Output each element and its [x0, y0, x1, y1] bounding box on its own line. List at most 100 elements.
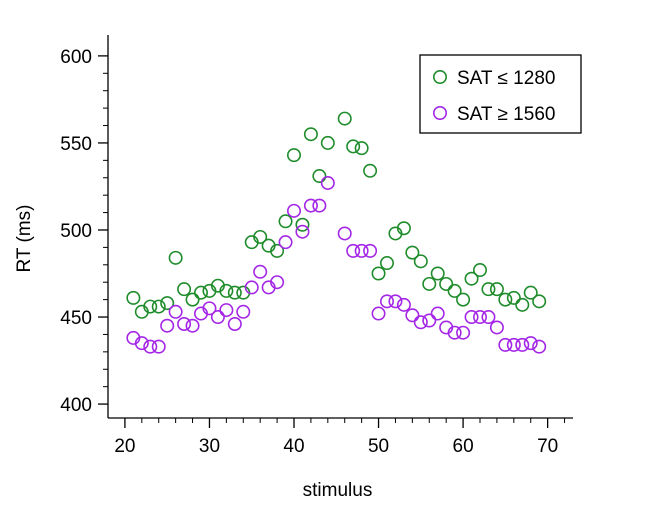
data-point: [396, 297, 411, 312]
legend-label: SAT ≤ 1280: [457, 68, 555, 89]
data-point: [177, 282, 192, 297]
data-point: [219, 283, 234, 298]
data-point: [253, 264, 268, 279]
data-point: [456, 292, 471, 307]
data-point: [489, 282, 504, 297]
data-point: [337, 226, 352, 241]
data-point: [506, 290, 521, 305]
data-point: [134, 336, 149, 351]
data-point: [472, 263, 487, 278]
data-point: [202, 301, 217, 316]
data-point: [236, 304, 251, 319]
series-sat-le-1280: [126, 111, 547, 319]
data-point: [194, 285, 209, 300]
data-point: [388, 294, 403, 309]
legend: SAT ≤ 1280 SAT ≥ 1560: [419, 54, 582, 134]
data-point: [270, 275, 285, 290]
legend-label: SAT ≥ 1560: [457, 104, 555, 125]
data-point: [185, 292, 200, 307]
data-point: [363, 163, 378, 178]
data-point: [253, 229, 268, 244]
data-point: [422, 276, 437, 291]
data-point: [227, 316, 242, 331]
data-point: [515, 297, 530, 312]
data-point: [379, 256, 394, 271]
data-point: [371, 306, 386, 321]
data-point: [168, 250, 183, 265]
data-point: [303, 198, 318, 213]
data-point: [219, 303, 234, 318]
data-point: [151, 299, 166, 314]
data-point: [160, 296, 175, 311]
data-point: [523, 336, 538, 351]
x-tick-label: 40: [283, 436, 304, 457]
data-point: [413, 315, 428, 330]
data-point: [312, 169, 327, 184]
data-point: [481, 310, 496, 325]
data-point: [337, 111, 352, 126]
y-axis-title: RT (ms): [14, 205, 35, 273]
data-point: [422, 313, 437, 328]
data-point: [278, 214, 293, 229]
data-point: [498, 337, 513, 352]
data-point: [523, 285, 538, 300]
data-point: [295, 217, 310, 232]
data-point: [346, 243, 361, 258]
x-axis-title: stimulus: [303, 480, 373, 501]
data-point: [286, 148, 301, 163]
data-point: [168, 304, 183, 319]
data-point: [371, 266, 386, 281]
data-point: [151, 339, 166, 354]
legend-marker: [432, 70, 447, 85]
data-point: [447, 325, 462, 340]
data-point: [464, 271, 479, 286]
y-tick-label: 500: [60, 221, 92, 242]
data-point: [363, 243, 378, 258]
data-point: [405, 308, 420, 323]
legend-box: [419, 54, 582, 134]
data-point: [456, 325, 471, 340]
y-tick-label: 450: [60, 308, 92, 329]
data-point: [515, 337, 530, 352]
data-point: [346, 139, 361, 154]
data-point: [498, 292, 513, 307]
data-point: [379, 294, 394, 309]
data-point: [227, 285, 242, 300]
x-tick-label: 60: [453, 436, 474, 457]
data-point: [143, 299, 158, 314]
data-point: [506, 337, 521, 352]
data-point: [303, 127, 318, 142]
data-point: [210, 310, 225, 325]
data-point: [160, 318, 175, 333]
data-point: [532, 294, 547, 309]
data-point: [312, 198, 327, 213]
data-point: [320, 175, 335, 190]
data-point: [430, 306, 445, 321]
y-tick-label: 600: [60, 47, 92, 68]
data-point: [396, 221, 411, 236]
data-point: [354, 141, 369, 156]
data-point: [532, 339, 547, 354]
data-point: [439, 276, 454, 291]
y-tick-label: 550: [60, 134, 92, 155]
data-point: [177, 316, 192, 331]
data-point: [405, 245, 420, 260]
data-point: [413, 254, 428, 269]
data-point: [270, 243, 285, 258]
data-point: [286, 203, 301, 218]
y-tick-label: 400: [60, 395, 92, 416]
series-sat-ge-1560: [126, 175, 547, 354]
data-point: [481, 282, 496, 297]
data-point: [143, 339, 158, 354]
legend-marker: [432, 106, 447, 121]
x-tick-label: 30: [199, 436, 220, 457]
data-point: [489, 320, 504, 335]
data-point: [278, 235, 293, 250]
data-point: [185, 318, 200, 333]
x-tick-label: 70: [537, 436, 558, 457]
data-point: [354, 243, 369, 258]
x-tick-label: 20: [114, 436, 135, 457]
data-point: [472, 310, 487, 325]
data-point: [244, 280, 259, 295]
